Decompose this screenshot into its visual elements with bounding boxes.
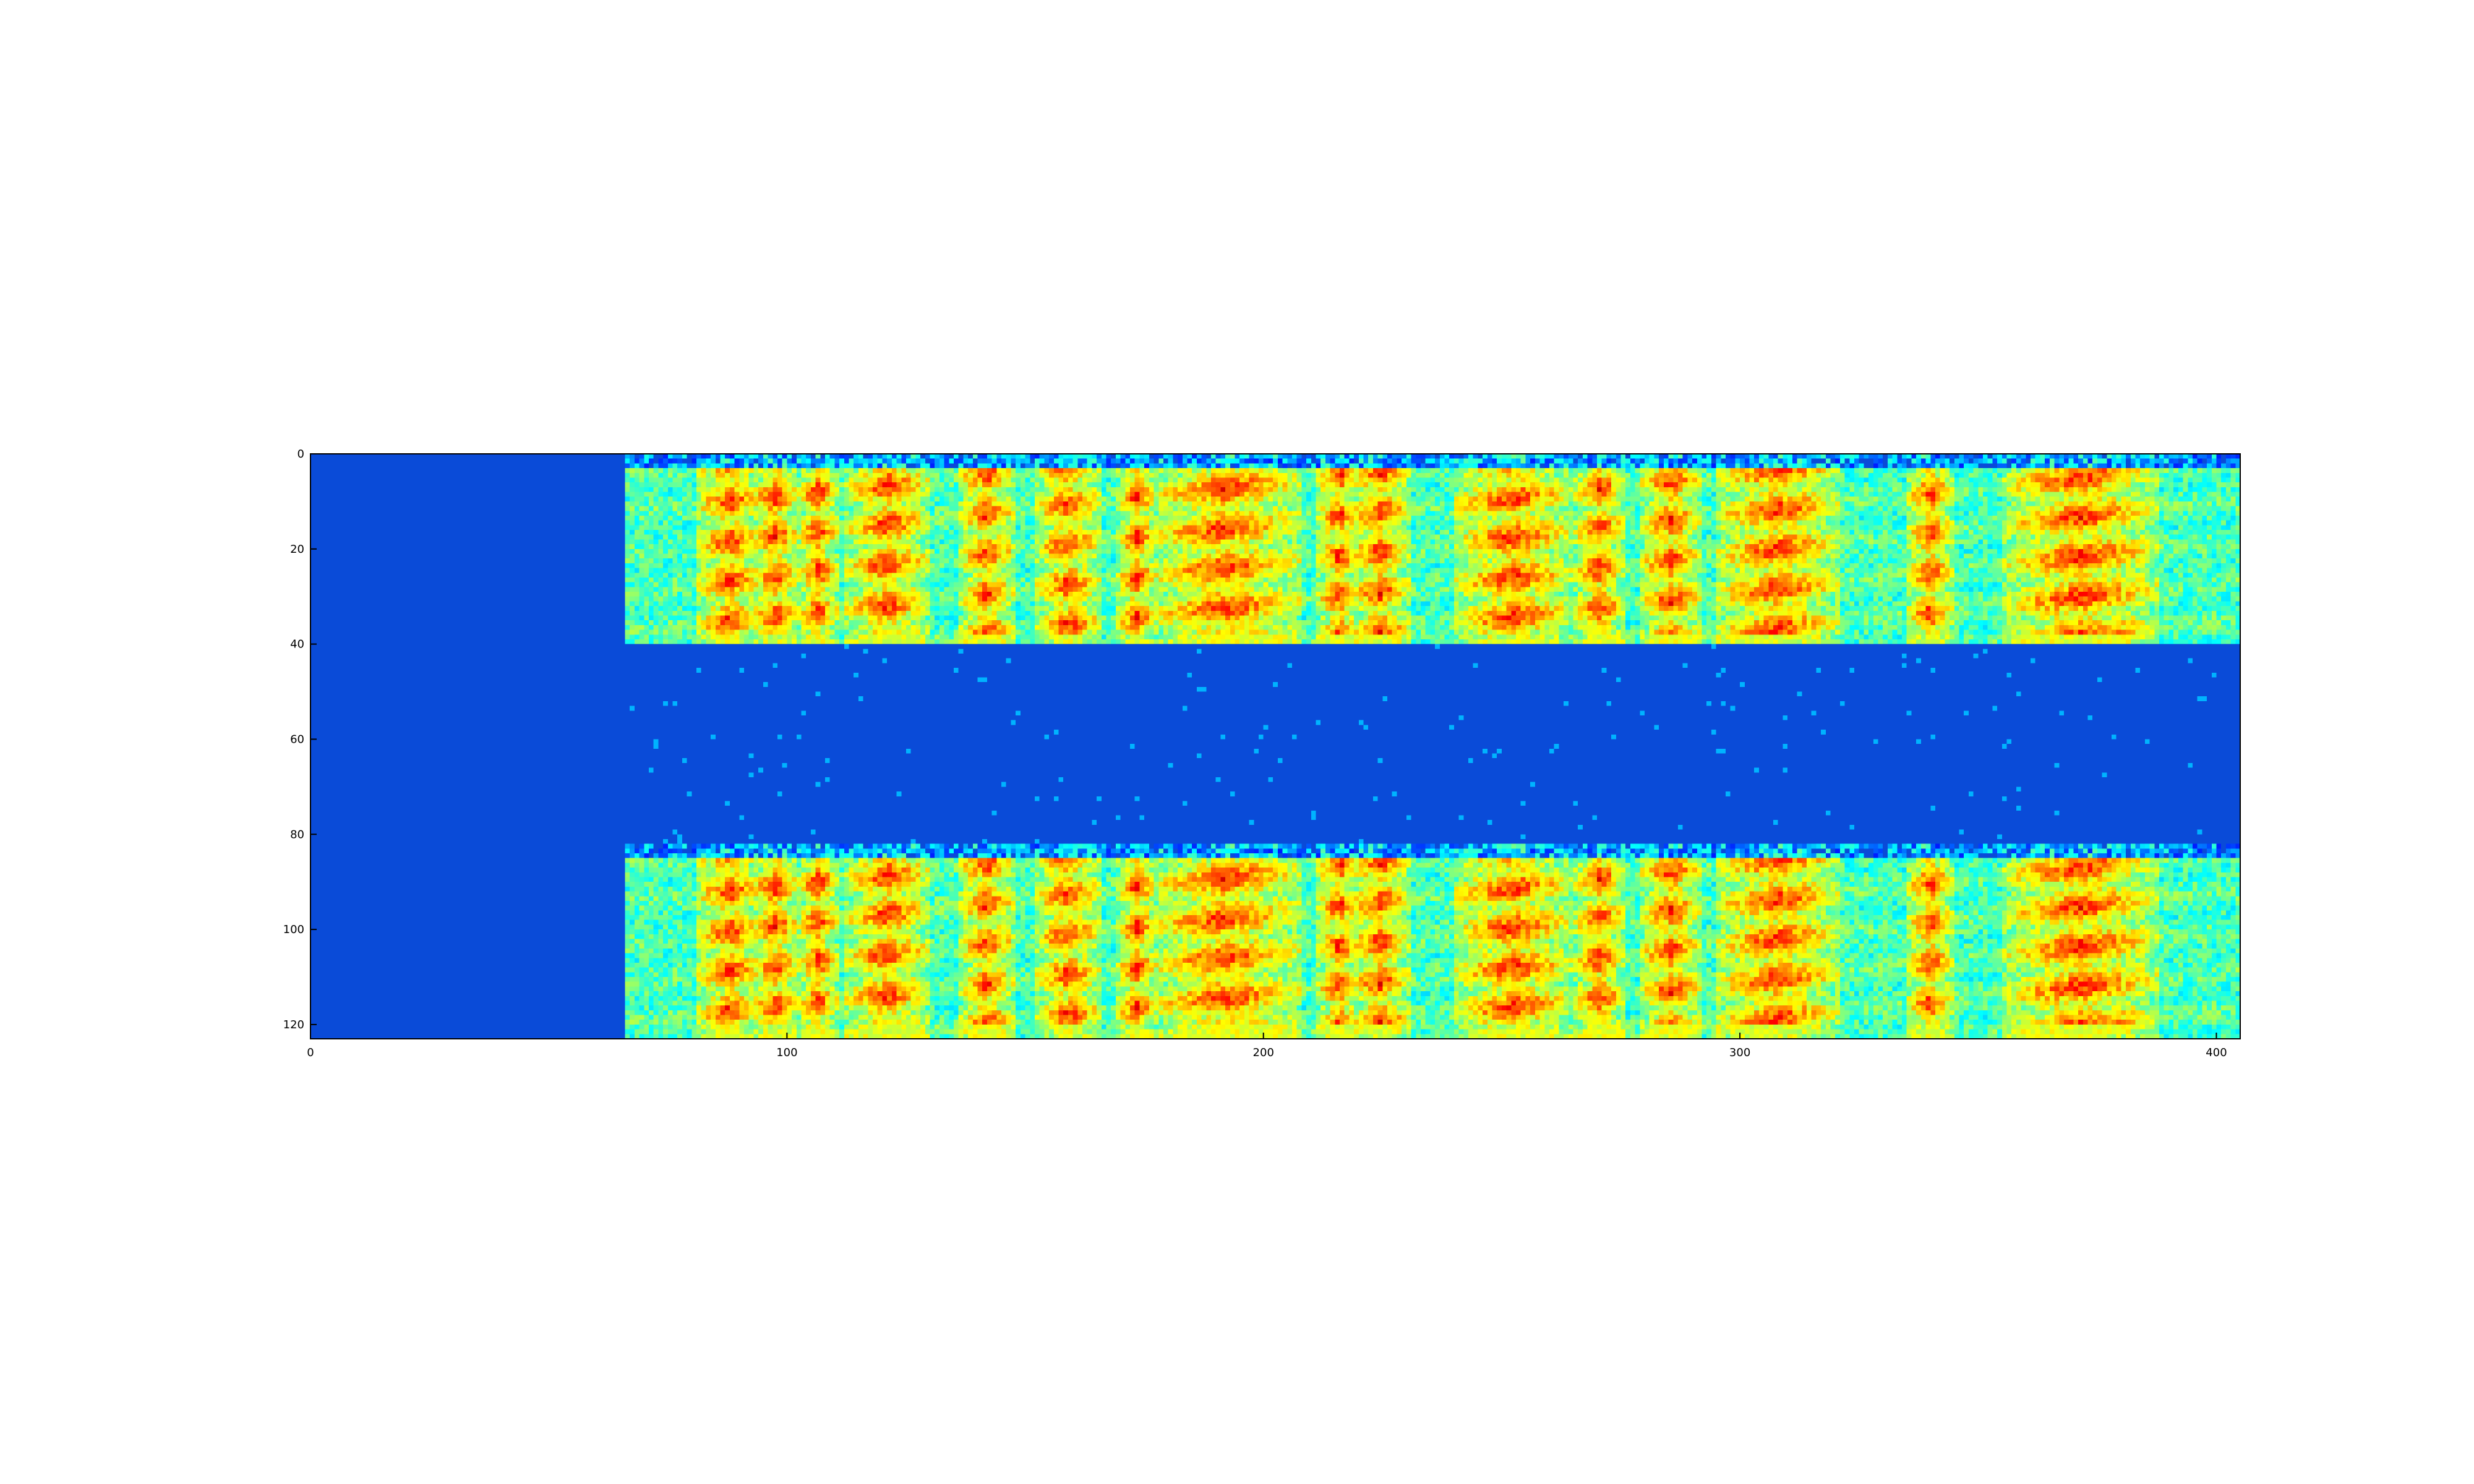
x-tick-label: 0 xyxy=(307,1046,314,1059)
heatmap-image xyxy=(310,454,2240,1039)
x-tick-label: 100 xyxy=(776,1046,797,1059)
y-tick-label: 60 xyxy=(290,733,304,746)
heatmap-plot-area xyxy=(310,454,2240,1039)
y-tick-label: 80 xyxy=(290,828,304,841)
y-tick-label: 20 xyxy=(290,543,304,556)
x-tick-label: 200 xyxy=(1253,1046,1274,1059)
x-tick-label: 400 xyxy=(2206,1046,2227,1059)
y-tick-label: 120 xyxy=(283,1018,304,1031)
y-tick-label: 0 xyxy=(297,448,304,461)
x-axis: 0 100 200 300 400 xyxy=(307,1033,2227,1059)
y-tick-label: 40 xyxy=(290,638,304,651)
y-tick-label: 100 xyxy=(283,923,304,936)
y-axis: 0 20 40 60 80 100 120 xyxy=(283,448,317,1031)
x-tick-label: 300 xyxy=(1729,1046,1750,1059)
plot-frame xyxy=(310,453,2241,1039)
